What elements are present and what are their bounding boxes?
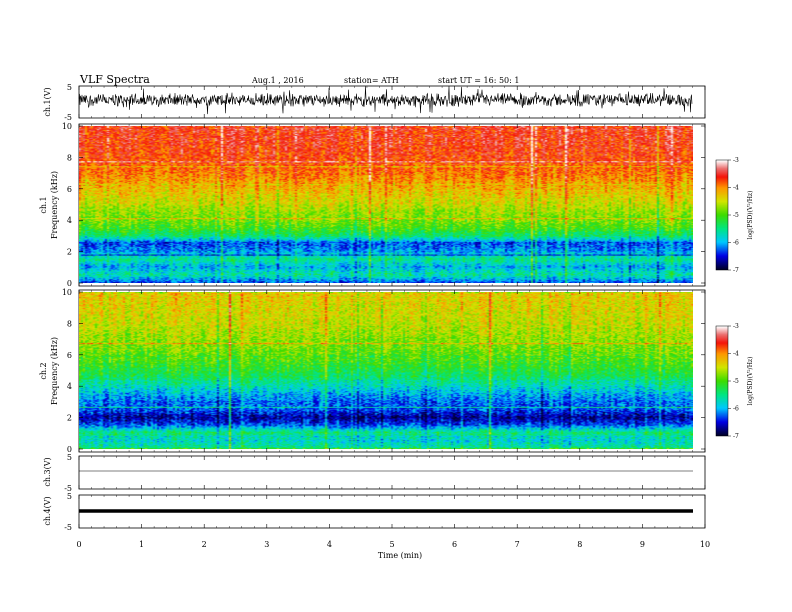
x-tick-label: 9 xyxy=(640,540,645,549)
ch1-spectrogram-ylabel-frequency: Frequency (kHz) xyxy=(50,171,59,239)
x-axis-ticks xyxy=(78,86,706,528)
ch3-waveform-frame xyxy=(78,455,706,490)
ch1-colorbar xyxy=(716,160,728,270)
x-tick-label: 8 xyxy=(577,540,582,549)
colorbar-tick-label: -3 xyxy=(733,157,739,164)
x-tick-label: 2 xyxy=(202,540,207,549)
x-tick-label: 6 xyxy=(452,540,457,549)
ch4-waveform-ylabel: ch.4(V) xyxy=(43,496,52,525)
x-tick-label: 5 xyxy=(389,540,394,549)
x-axis-label: Time (min) xyxy=(378,551,422,560)
ch2-spectrogram-ylabel-frequency: Frequency (kHz) xyxy=(50,337,59,405)
ch1-waveform-ylabel: ch.1(V) xyxy=(43,87,52,116)
spectrogram-ytick-label: 8 xyxy=(67,319,72,328)
ch1-ytick-top: 5 xyxy=(67,83,72,92)
ch2-colorbar xyxy=(716,326,728,436)
ch1-waveform-line xyxy=(78,85,693,115)
colorbar-tick-label: -7 xyxy=(733,267,739,274)
colorbar-tick-label: -4 xyxy=(733,185,739,192)
x-tick-label: 10 xyxy=(700,540,710,549)
ch3-ytick-top: 5 xyxy=(67,453,72,462)
ch4-ytick-bottom: -5 xyxy=(64,523,72,532)
ch1-colorbar-label: log(PSD)(V²/Hz) xyxy=(747,191,754,240)
ch4-waveform-panel: 5 -5 ch.4(V) xyxy=(43,492,706,532)
date-label: Aug.1 , 2016 xyxy=(251,76,304,85)
spectrogram-ytick-label: 8 xyxy=(67,153,72,162)
spectrogram-ytick-label: 6 xyxy=(67,351,72,360)
station-label: station= ATH xyxy=(344,76,399,85)
ch2-spectrogram-yticks: 0 2 4 6 8 10 xyxy=(62,288,705,454)
colorbar-tick-label: -7 xyxy=(733,433,739,440)
x-tick-label: 7 xyxy=(515,540,520,549)
colorbar-tick-label: -3 xyxy=(733,323,739,330)
x-tick-label: 1 xyxy=(139,540,144,549)
x-axis-tick-labels: 0 1 2 3 4 5 6 7 8 9 10 xyxy=(76,540,710,549)
x-tick-label: 0 xyxy=(76,540,81,549)
spectrogram-ytick-label: 6 xyxy=(67,185,72,194)
ch2-colorbar-label: log(PSD)(V²/Hz) xyxy=(747,357,754,406)
ch2-spectrogram-image xyxy=(79,292,693,449)
ch4-ytick-top: 5 xyxy=(67,492,72,501)
spectrogram-ytick-label: 10 xyxy=(62,288,72,297)
ch3-waveform-ylabel: ch.3(V) xyxy=(43,457,52,486)
spectrogram-ytick-label: 2 xyxy=(67,414,72,423)
figure-title: VLF Spectra xyxy=(79,73,150,86)
start-time-label: start UT = 16: 50: 1 xyxy=(438,76,519,85)
ch3-waveform-panel: 5 -5 ch.3(V) xyxy=(43,453,706,493)
ch1-spectrogram-ylabel-channel: ch.1 xyxy=(39,196,48,213)
spectrogram-ytick-label: 10 xyxy=(62,122,72,131)
spectrogram-ytick-label: 4 xyxy=(67,382,72,391)
ch1-colorbar-ticks: -3 -4 -5 -6 -7 xyxy=(728,157,739,274)
spectrogram-ytick-label: 2 xyxy=(67,248,72,257)
ch2-colorbar-ticks: -3 -4 -5 -6 -7 xyxy=(728,323,739,440)
ch3-ytick-bottom: -5 xyxy=(64,484,72,493)
spectrogram-ytick-label: 0 xyxy=(67,279,72,288)
colorbar-tick-label: -5 xyxy=(733,378,739,385)
spectrogram-ytick-label: 4 xyxy=(67,216,72,225)
ch1-ytick-bottom: -5 xyxy=(64,113,72,122)
colorbar-tick-label: -6 xyxy=(733,240,739,247)
ch2-spectrogram-ylabel-channel: ch.2 xyxy=(39,362,48,379)
x-tick-label: 4 xyxy=(327,540,332,549)
ch1-waveform-panel: 5 -5 ch.1(V) xyxy=(43,83,706,122)
spectrogram-ytick-label: 0 xyxy=(67,445,72,454)
ch1-spectrogram-image xyxy=(79,126,693,283)
colorbar-tick-label: -6 xyxy=(733,406,739,413)
ch1-spectrogram-yticks: 0 2 4 6 8 10 xyxy=(62,122,705,288)
colorbar-tick-label: -5 xyxy=(733,212,739,219)
colorbar-tick-label: -4 xyxy=(733,351,739,358)
x-tick-label: 3 xyxy=(264,540,269,549)
